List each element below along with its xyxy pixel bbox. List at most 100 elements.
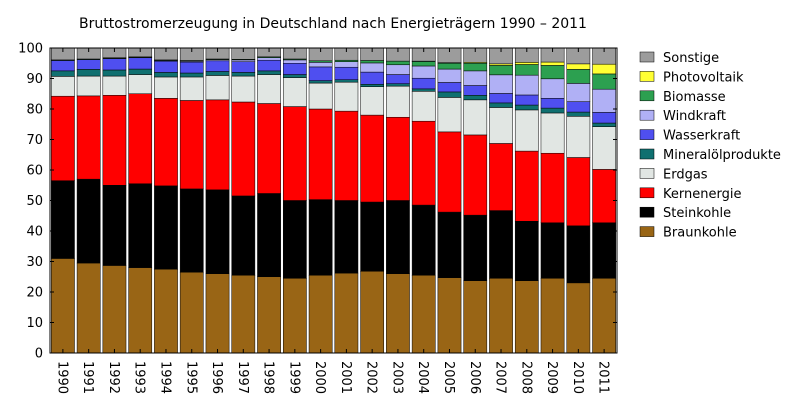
bar-kernenergie-1996 <box>205 99 230 191</box>
bar-mineralölprodukte-2005 <box>437 91 462 98</box>
legend-swatch-windkraft <box>639 109 655 121</box>
bar-wasserkraft-1995 <box>179 61 204 74</box>
bar-wasserkraft-2008 <box>514 94 539 106</box>
bar-steinkohle-2002 <box>360 201 385 272</box>
bar-braunkohle-2001 <box>334 272 359 354</box>
x-tick-label: 2003 <box>389 361 404 394</box>
bar-braunkohle-1993 <box>128 267 153 354</box>
bar-kernenergie-2006 <box>463 134 488 216</box>
bar-biomasse-2006 <box>463 63 488 72</box>
bar-erdgas-1990 <box>51 76 75 97</box>
bar-biomasse-2003 <box>386 60 410 66</box>
bar-biomasse-2007 <box>489 65 513 76</box>
bar-wasserkraft-1996 <box>205 60 230 72</box>
bar-mineralölprodukte-2006 <box>463 95 488 101</box>
legend-swatch-mineralölprodukte <box>639 148 655 160</box>
bar-erdgas-2000 <box>308 82 333 110</box>
legend: Sonstige Photovoltaik Biomasse Windkraft Was… <box>639 51 781 241</box>
bar-wasserkraft-1998 <box>257 59 281 72</box>
legend-label-photovoltaik: Photovoltaik <box>663 70 744 85</box>
bar-braunkohle-2004 <box>411 274 436 354</box>
legend-label-mineralölprodukte: Mineralölprodukte <box>663 148 781 163</box>
bar-braunkohle-1999 <box>282 278 307 354</box>
bar-windkraft-2009 <box>540 78 565 99</box>
legend-label-biomasse: Biomasse <box>663 90 726 105</box>
legend-swatch-steinkohle <box>639 206 655 218</box>
x-tick-label: 1999 <box>286 361 301 394</box>
bar-braunkohle-1996 <box>205 273 230 354</box>
bar-kernenergie-1997 <box>231 101 256 197</box>
bar-steinkohle-1998 <box>257 193 281 277</box>
x-tick-label: 1997 <box>235 361 250 394</box>
x-tick-label: 2005 <box>441 361 456 394</box>
y-tick-label: 60 <box>26 164 43 179</box>
bar-steinkohle-1997 <box>231 195 256 276</box>
bar-braunkohle-2008 <box>514 280 539 354</box>
bar-erdgas-1995 <box>179 76 204 101</box>
x-tick-label: 1995 <box>183 361 198 394</box>
bar-biomasse-2011 <box>592 73 616 90</box>
x-tick-label: 2000 <box>312 361 327 394</box>
bar-wasserkraft-2000 <box>308 66 333 81</box>
bar-steinkohle-1992 <box>102 185 127 266</box>
bar-mineralölprodukte-1992 <box>102 69 127 77</box>
bar-photovoltaik-2008 <box>514 62 539 65</box>
bar-biomasse-2002 <box>360 60 385 64</box>
bar-steinkohle-1991 <box>76 178 101 264</box>
bar-erdgas-1997 <box>231 75 256 103</box>
bar-kernenergie-2001 <box>334 110 359 201</box>
bar-steinkohle-2008 <box>514 220 539 281</box>
bar-windkraft-2001 <box>334 61 359 68</box>
bar-steinkohle-1993 <box>128 183 153 268</box>
y-tick-label: 70 <box>26 133 43 148</box>
y-tick-label: 20 <box>26 286 43 301</box>
bar-braunkohle-2005 <box>437 277 462 354</box>
x-tick-label: 2008 <box>518 361 533 394</box>
bar-steinkohle-1994 <box>154 185 178 270</box>
bar-wasserkraft-2004 <box>411 77 436 90</box>
bar-mineralölprodukte-1998 <box>257 70 281 75</box>
bar-braunkohle-1992 <box>102 265 127 354</box>
legend-label-wasserkraft: Wasserkraft <box>663 129 740 144</box>
y-tick-label: 30 <box>26 255 43 270</box>
bar-mineralölprodukte-2004 <box>411 88 436 92</box>
legend-label-steinkohle: Steinkohle <box>663 206 731 221</box>
bar-steinkohle-2010 <box>566 225 591 284</box>
bar-braunkohle-2003 <box>386 273 410 354</box>
bar-erdgas-2011 <box>592 126 616 170</box>
y-tick-label: 90 <box>26 72 43 87</box>
legend-swatch-braunkohle <box>639 226 655 237</box>
x-tick-label: 1993 <box>132 361 147 394</box>
bar-mineralölprodukte-1995 <box>179 72 204 78</box>
bar-wasserkraft-1994 <box>154 60 178 73</box>
bar-steinkohle-2009 <box>540 222 565 279</box>
bar-biomasse-2005 <box>437 63 462 70</box>
bar-braunkohle-1994 <box>154 268 178 354</box>
bar-kernenergie-2000 <box>308 108 333 200</box>
bar-wasserkraft-2010 <box>566 101 591 113</box>
bar-braunkohle-2011 <box>592 278 616 354</box>
bar-braunkohle-1990 <box>51 258 75 354</box>
bar-kernenergie-1998 <box>257 103 281 194</box>
bar-braunkohle-2010 <box>566 282 591 354</box>
legend-label-braunkohle: Braunkohle <box>663 226 737 241</box>
chart-title: Bruttostromerzeugung in Deutschland nach… <box>79 16 587 32</box>
bar-mineralölprodukte-2009 <box>540 107 565 114</box>
legend-swatch-erdgas <box>639 168 655 179</box>
bar-wasserkraft-2009 <box>540 98 565 109</box>
bar-erdgas-1994 <box>154 76 178 99</box>
bar-kernenergie-1995 <box>179 100 204 190</box>
bar-photovoltaik-2010 <box>566 63 591 70</box>
bar-steinkohle-1990 <box>51 180 75 259</box>
bar-wasserkraft-2002 <box>360 71 385 85</box>
y-axis: 0 10 20 30 40 50 60 70 80 90 100 <box>18 42 617 362</box>
legend-swatch-kernenergie <box>639 187 655 199</box>
x-tick-label: 2002 <box>364 361 379 394</box>
bar-steinkohle-2003 <box>386 200 410 274</box>
bar-windkraft-1999 <box>282 59 307 64</box>
bar-kernenergie-1999 <box>282 106 307 201</box>
bar-mineralölprodukte-2000 <box>308 80 333 84</box>
bar-erdgas-2010 <box>566 116 591 158</box>
bar-steinkohle-2006 <box>463 214 488 281</box>
bar-mineralölprodukte-2007 <box>489 102 513 108</box>
